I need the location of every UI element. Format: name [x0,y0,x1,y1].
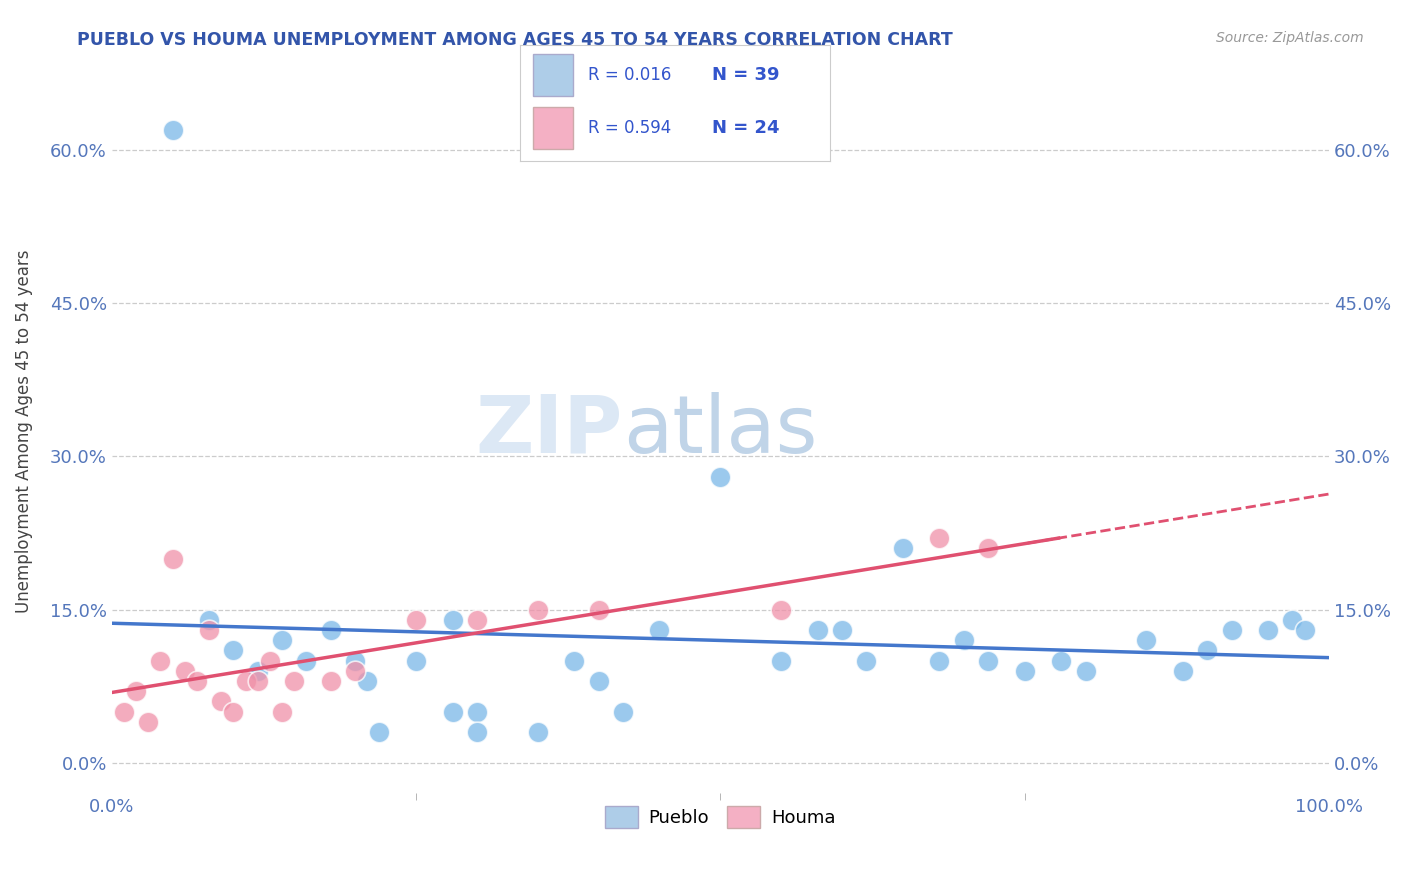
Point [977,541,1000,556]
Point [235,674,257,689]
Point [441,705,464,719]
Point [319,623,342,637]
Point [1074,664,1097,678]
Point [405,654,427,668]
Point [952,633,974,648]
Point [259,654,281,668]
Point [1171,664,1194,678]
Point [1257,623,1279,637]
Point [283,674,305,689]
FancyBboxPatch shape [533,54,572,95]
Point [588,602,610,616]
Point [125,684,148,698]
Point [648,623,671,637]
Point [831,623,853,637]
Point [222,705,245,719]
Point [928,531,950,545]
Point [855,654,877,668]
Point [271,633,294,648]
Point [368,725,391,739]
Point [222,643,245,657]
Point [465,725,488,739]
Text: ZIP: ZIP [475,392,623,470]
Point [709,470,731,484]
Point [136,714,159,729]
Point [588,674,610,689]
Legend: Pueblo, Houma: Pueblo, Houma [598,798,842,835]
Point [1281,613,1303,627]
Point [465,705,488,719]
Point [186,674,208,689]
Point [344,654,367,668]
Text: N = 24: N = 24 [711,120,779,137]
Point [344,664,367,678]
Text: atlas: atlas [623,392,817,470]
Point [173,664,195,678]
Text: PUEBLO VS HOUMA UNEMPLOYMENT AMONG AGES 45 TO 54 YEARS CORRELATION CHART: PUEBLO VS HOUMA UNEMPLOYMENT AMONG AGES … [77,31,953,49]
FancyBboxPatch shape [533,107,572,149]
Point [770,602,793,616]
Text: Source: ZipAtlas.com: Source: ZipAtlas.com [1216,31,1364,45]
Point [149,654,172,668]
Point [1135,633,1157,648]
Point [1050,654,1073,668]
Point [162,122,184,136]
Point [198,613,221,627]
Point [405,613,427,627]
Text: N = 39: N = 39 [711,66,779,84]
Point [319,674,342,689]
Point [441,613,464,627]
Point [977,654,1000,668]
Point [1197,643,1219,657]
Point [807,623,830,637]
Y-axis label: Unemployment Among Ages 45 to 54 years: Unemployment Among Ages 45 to 54 years [15,249,32,613]
Point [928,654,950,668]
Point [562,654,585,668]
Point [356,674,378,689]
Point [209,694,232,708]
Point [612,705,634,719]
Point [891,541,914,556]
Point [271,705,294,719]
Point [112,705,135,719]
Point [246,674,269,689]
Point [1294,623,1316,637]
Point [198,623,221,637]
Point [465,613,488,627]
Point [295,654,318,668]
Point [1014,664,1036,678]
Text: R = 0.594: R = 0.594 [588,120,672,137]
Point [1220,623,1243,637]
Point [162,551,184,566]
Point [246,664,269,678]
Text: R = 0.016: R = 0.016 [588,66,672,84]
Point [770,654,793,668]
Point [526,602,548,616]
Point [526,725,548,739]
